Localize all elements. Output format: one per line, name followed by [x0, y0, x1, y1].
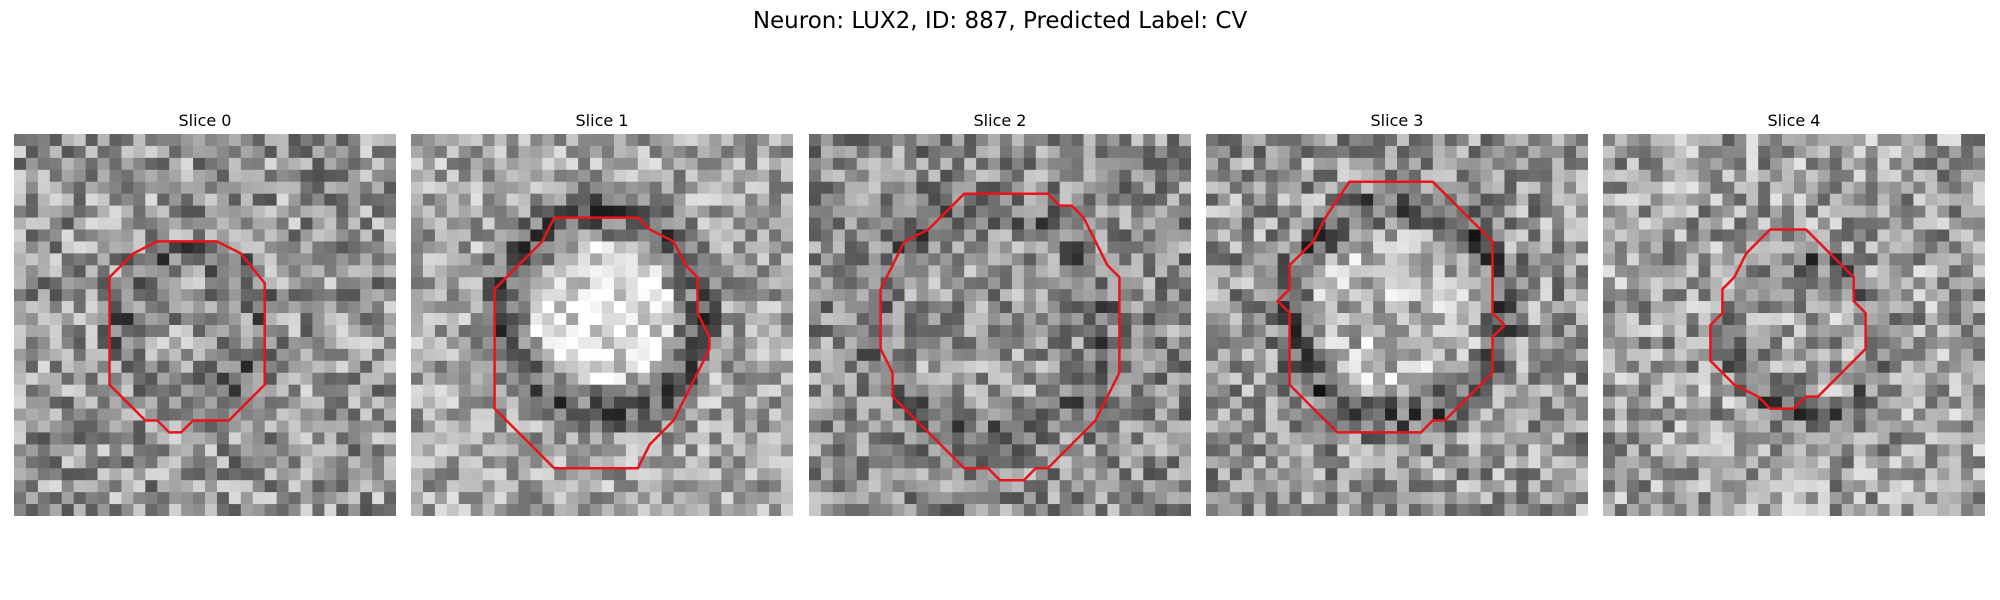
slice-image-2 [809, 134, 1191, 516]
slice-title: Slice 3 [1206, 110, 1588, 132]
slice-pixels [14, 134, 396, 516]
slice-image-4 [1603, 134, 1985, 516]
slice-panel-2: Slice 2 [809, 110, 1191, 132]
slice-image-1 [411, 134, 793, 516]
slice-panel-0: Slice 0 [14, 110, 396, 132]
slice-panel-1: Slice 1 [411, 110, 793, 132]
slice-title: Slice 4 [1603, 110, 1985, 132]
slice-pixels [809, 134, 1191, 516]
slice-pixels [411, 134, 793, 516]
slice-title: Slice 0 [14, 110, 396, 132]
slice-image-3 [1206, 134, 1588, 516]
figure-title: Neuron: LUX2, ID: 887, Predicted Label: … [0, 8, 2000, 34]
slice-pixels [1206, 134, 1588, 516]
slice-panel-4: Slice 4 [1603, 110, 1985, 132]
slice-title: Slice 1 [411, 110, 793, 132]
slice-panel-3: Slice 3 [1206, 110, 1588, 132]
slice-pixels [1603, 134, 1985, 516]
slice-title: Slice 2 [809, 110, 1191, 132]
slice-image-0 [14, 134, 396, 516]
